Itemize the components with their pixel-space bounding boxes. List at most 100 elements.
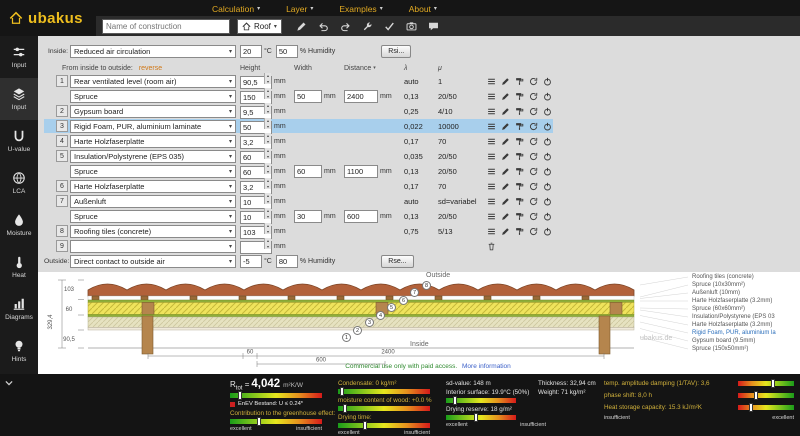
reset-button[interactable] (528, 166, 539, 177)
inside-condition-select[interactable]: Reduced air circulation ▾ (70, 44, 236, 58)
wrench-button[interactable] (361, 19, 375, 33)
outside-temperature-input[interactable] (240, 254, 262, 268)
material-select[interactable]: Außenluft ▾ (70, 194, 236, 208)
edit-button[interactable] (500, 151, 511, 162)
list-button[interactable] (486, 211, 497, 222)
reset-button[interactable] (528, 226, 539, 237)
power-button[interactable] (542, 91, 553, 102)
reverse-link[interactable]: reverse (138, 65, 163, 72)
menu-layer[interactable]: Layer ▾ (286, 4, 313, 14)
chat-button[interactable] (427, 19, 441, 33)
material-select[interactable]: Harte Holzfaserplatte ▾ (70, 134, 236, 148)
menu-calculation[interactable]: Calculation ▾ (212, 4, 260, 14)
paint-button[interactable] (514, 151, 525, 162)
list-button[interactable] (486, 181, 497, 192)
material-select[interactable]: Gypsum board ▾ (70, 104, 236, 118)
collapse-results-button[interactable] (4, 378, 16, 390)
list-button[interactable] (486, 196, 497, 207)
height-input[interactable] (240, 151, 272, 164)
menu-examples[interactable]: Examples ▾ (339, 4, 382, 14)
inside-humidity-input[interactable] (275, 44, 298, 58)
menu-about[interactable]: About ▾ (409, 4, 437, 14)
material-select[interactable]: Rear ventilated level (room air) ▾ (70, 74, 236, 88)
power-button[interactable] (542, 136, 553, 147)
list-button[interactable] (486, 166, 497, 177)
redo-button[interactable] (339, 19, 353, 33)
inside-temperature-input[interactable] (240, 44, 262, 58)
edit-button[interactable] (500, 76, 511, 87)
reset-button[interactable] (528, 181, 539, 192)
power-button[interactable] (542, 121, 553, 132)
width-input[interactable] (294, 89, 322, 103)
power-button[interactable] (542, 166, 553, 177)
list-button[interactable] (486, 226, 497, 237)
sidebar-item-lca-3[interactable]: LCA (0, 162, 38, 204)
reset-button[interactable] (528, 106, 539, 117)
power-button[interactable] (542, 196, 553, 207)
material-select[interactable]: Insulation/Polystyrene (EPS 035) ▾ (70, 149, 236, 163)
list-button[interactable] (486, 121, 497, 132)
reset-button[interactable] (528, 151, 539, 162)
distance-input[interactable] (344, 89, 378, 103)
paint-button[interactable] (514, 196, 525, 207)
power-button[interactable] (542, 76, 553, 87)
list-button[interactable] (486, 136, 497, 147)
material-select[interactable]: Spruce ▾ (70, 209, 236, 223)
check-button[interactable] (383, 19, 397, 33)
paint-button[interactable] (514, 136, 525, 147)
paint-button[interactable] (514, 91, 525, 102)
sidebar-item-input-0[interactable]: Input (0, 36, 38, 78)
construction-name-input[interactable] (102, 18, 230, 34)
paint-button[interactable] (514, 181, 525, 192)
sidebar-item-moisture-4[interactable]: Moisture (0, 204, 38, 246)
list-button[interactable] (486, 91, 497, 102)
paint-button[interactable] (514, 76, 525, 87)
sidebar-item-u-value-2[interactable]: U-value (0, 120, 38, 162)
edit-button[interactable] (500, 106, 511, 117)
material-select[interactable]: ▾ (70, 239, 236, 253)
construction-type-select[interactable]: Roof ▾ (237, 18, 282, 34)
reset-button[interactable] (528, 196, 539, 207)
sidebar-item-diagrams-6[interactable]: Diagrams (0, 288, 38, 330)
sidebar-item-heat-5[interactable]: Heat (0, 246, 38, 288)
list-button[interactable] (486, 151, 497, 162)
width-input[interactable] (294, 164, 322, 178)
edit-button[interactable] (500, 226, 511, 237)
edit-button[interactable] (500, 196, 511, 207)
undo-button[interactable] (317, 19, 331, 33)
reset-button[interactable] (528, 211, 539, 222)
power-button[interactable] (542, 226, 553, 237)
height-input[interactable] (240, 226, 272, 239)
material-select[interactable]: Roofing tiles (concrete) ▾ (70, 224, 236, 238)
paint-button[interactable] (514, 211, 525, 222)
paint-button[interactable] (514, 226, 525, 237)
material-select[interactable]: Rigid Foam, PUR, aluminium laminate ▾ (70, 119, 236, 133)
trash-button[interactable] (486, 241, 497, 252)
sidebar-item-input-1[interactable]: Input (0, 78, 38, 120)
reset-button[interactable] (528, 91, 539, 102)
power-button[interactable] (542, 181, 553, 192)
material-select[interactable]: Harte Holzfaserplatte ▾ (70, 179, 236, 193)
power-button[interactable] (542, 106, 553, 117)
edit-button[interactable] (500, 181, 511, 192)
list-button[interactable] (486, 106, 497, 117)
power-button[interactable] (542, 211, 553, 222)
power-button[interactable] (542, 151, 553, 162)
edit-button[interactable] (500, 91, 511, 102)
paint-button[interactable] (514, 106, 525, 117)
list-button[interactable] (486, 76, 497, 87)
app-logo[interactable]: ubakus (0, 0, 96, 36)
paint-button[interactable] (514, 166, 525, 177)
camera-button[interactable] (405, 19, 419, 33)
distance-input[interactable] (344, 209, 378, 223)
more-information-link[interactable]: More information (462, 363, 511, 370)
edit-button[interactable] (500, 211, 511, 222)
edit-button[interactable] (500, 121, 511, 132)
rse-button[interactable]: Rse... (381, 254, 414, 268)
sidebar-item-hints-7[interactable]: Hints (0, 330, 38, 372)
distance-input[interactable] (344, 164, 378, 178)
reset-button[interactable] (528, 136, 539, 147)
column-distance[interactable]: Distance ▾ (344, 65, 400, 72)
edit-button[interactable] (295, 19, 309, 33)
edit-button[interactable] (500, 136, 511, 147)
